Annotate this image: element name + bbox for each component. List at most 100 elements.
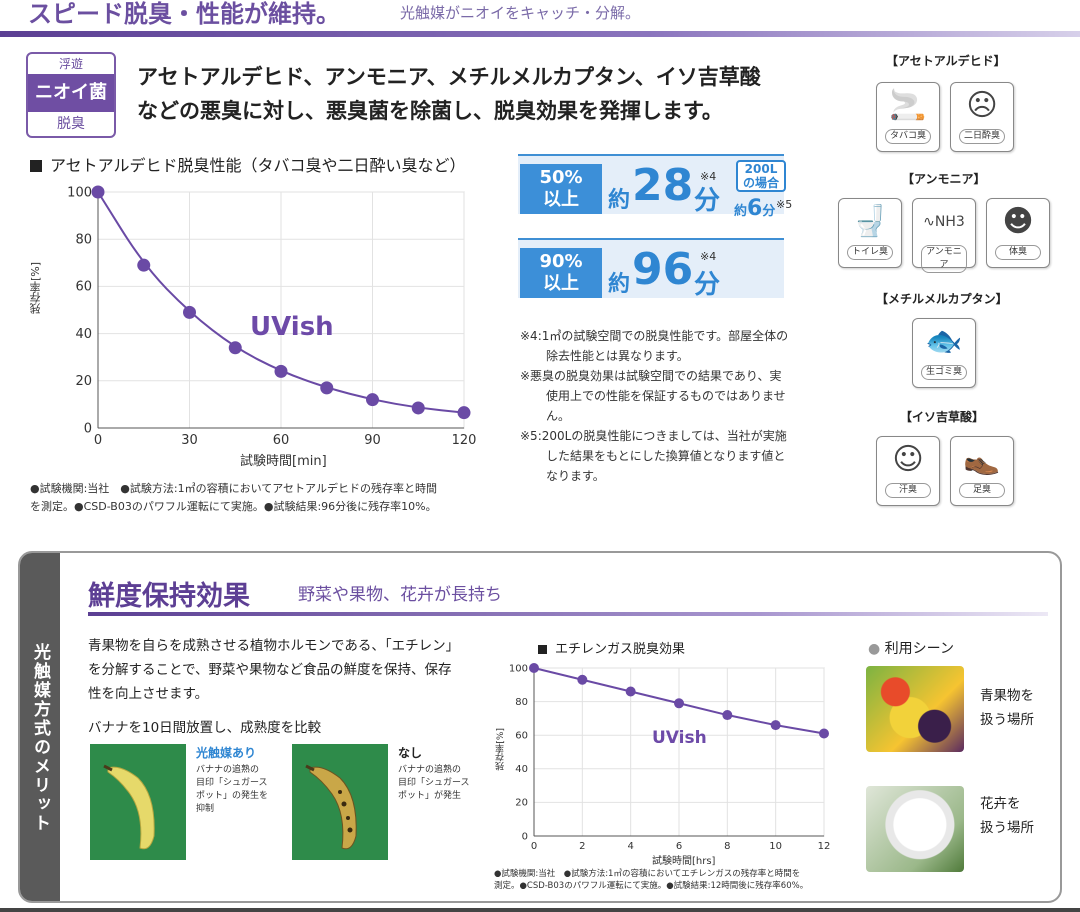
- perf-90-value: 96: [632, 244, 694, 295]
- performance-notes: ※4:1㎥の試験空間での脱臭性能です。部屋全体の除去性能とは異なります。 ※悪臭…: [520, 326, 790, 486]
- perf-200l-line2: の場合: [742, 176, 779, 190]
- note-3: ※5:200Lの脱臭性能につきましては、当社が実施した結果をもとにした換算値とな…: [520, 429, 787, 483]
- chart2-x-tick-label: 10: [769, 841, 782, 850]
- perf-200l-box: 200L の場合: [736, 160, 786, 192]
- chart2-x-tick-label: 6: [676, 841, 682, 850]
- cat-isovaleric-title: 【イソ吉草酸】: [900, 410, 985, 424]
- without-desc-3: ポット」が発生: [398, 791, 462, 801]
- chart1-ylabel-wrap: 残存率[%]: [28, 262, 44, 314]
- scene2-label: 花卉を 扱う場所: [980, 792, 1034, 840]
- scene2-line-2: 扱う場所: [980, 820, 1034, 836]
- chart1-x-tick-label: 90: [364, 433, 381, 448]
- with-desc-2: 目印「シュガース: [196, 778, 268, 788]
- chart1-data-point: [366, 393, 379, 407]
- scene2-line-1: 花卉を: [980, 796, 1021, 812]
- banana-without-photo: [292, 744, 388, 860]
- with-desc-1: バナナの追熟の: [196, 765, 260, 775]
- banana-with-photo: [90, 744, 186, 860]
- chart2-footnotes: ●試験機関:当社 ●試験方法:1㎥の容積においてエチレンガスの残存率と時間を 測…: [494, 868, 808, 892]
- cat-acetaldehyde-title: 【アセトアルデヒド】: [886, 54, 1006, 68]
- perf-200l-line1: 200L: [744, 162, 778, 176]
- chart2-heading-text: エチレンガス脱臭効果: [555, 642, 686, 657]
- chart1-data-point: [411, 401, 425, 415]
- chart1-x-tick-label: 120: [452, 433, 477, 448]
- lead-line-2: などの悪臭に対し、悪臭菌を除菌し、脱臭効果を発揮します。: [137, 99, 723, 123]
- chart2-y-tick-label: 0: [522, 831, 528, 842]
- perf-90-box: 90% 以上: [520, 248, 602, 298]
- chart1-y-tick-label: 20: [75, 374, 92, 389]
- perf-200l-unit: 分: [762, 204, 776, 219]
- perf-90-pct: 90%: [539, 251, 583, 272]
- cigarette-label: タバコ臭: [885, 129, 931, 144]
- banana-with-desc: バナナの追熟の 目印「シュガース ポット」の発生を 抑制: [196, 764, 268, 816]
- banana-without-desc: バナナの追熟の 目印「シュガース ポット」が発生: [398, 764, 470, 803]
- chart1-ylabel: 残存率[%]: [29, 262, 42, 315]
- banana-with-icon: [103, 764, 155, 850]
- perf-row-90: 90% 以上 約 96 分 ※4: [518, 238, 784, 300]
- compare-caption: バナナを10日間放置し、成熟度を比較: [88, 720, 322, 736]
- chart1-x-tick-label: 30: [181, 433, 198, 448]
- scenes-heading: ● 利用シーン: [868, 641, 954, 657]
- badge-top: 浮遊: [58, 57, 83, 71]
- chart2-watermark: UVish: [652, 728, 707, 748]
- chart2-xlabel: 試験時間[hrs]: [652, 856, 716, 867]
- cat-ammonia-title: 【アンモニア】: [902, 172, 986, 186]
- chart1-y-tick-label: 100: [67, 185, 92, 200]
- cigarette-icon: 🚬 タバコ臭: [876, 82, 940, 152]
- page-subtitle: 光触媒がニオイをキャッチ・分解。: [400, 4, 641, 22]
- odor-badge: 浮遊 ニオイ菌 脱臭: [26, 52, 116, 138]
- toilet-label: トイレ臭: [847, 245, 893, 260]
- perf-50-value: 28: [632, 160, 694, 211]
- chart1-y-tick-label: 40: [75, 327, 92, 342]
- chart2-x-tick-label: 0: [531, 841, 537, 850]
- perf-row-50: 50% 以上 約 28 分 ※4 200L の場合 約6分 ※5: [518, 154, 792, 221]
- freshness-body: 青果物を自らを成熟させる植物ホルモンである、「エチレン」 を分解することで、野菜…: [88, 634, 488, 706]
- perf-50-pct: 50%: [539, 167, 583, 188]
- chart2-y-tick-label: 80: [515, 697, 528, 708]
- chart2-x-tick-label: 2: [579, 841, 585, 850]
- shoe-label: 足臭: [959, 483, 1005, 498]
- perf-50-yaku: 約: [608, 188, 631, 213]
- section-title: 鮮度保持効果: [88, 581, 250, 612]
- toilet-icon: 🚽 トイレ臭: [838, 198, 902, 268]
- scenes-heading-text: 利用シーン: [884, 641, 954, 657]
- sweat-label: 汗臭: [885, 483, 931, 498]
- hangover-icon: ☹ 二日酔臭: [950, 82, 1014, 152]
- chart2-data-point: [529, 663, 539, 673]
- chart1-x-tick-label: 60: [273, 433, 290, 448]
- perf-50-suffix: 以上: [543, 189, 579, 210]
- nh3-icon: ∿NH3 アンモニア: [912, 198, 976, 273]
- lead-line-1: アセトアルデヒド、アンモニア、メチルメルカプタン、イソ吉草酸: [137, 65, 761, 89]
- chart2-heading: エチレンガス脱臭効果: [538, 638, 685, 657]
- chart2-y-tick-label: 20: [515, 798, 528, 809]
- body-odor-label: 体臭: [995, 245, 1041, 260]
- badge-middle: ニオイ菌: [28, 74, 114, 112]
- shoe-icon: 👞 足臭: [950, 436, 1014, 506]
- perf-50-unit: 分: [694, 186, 721, 216]
- chart1-data-point: [228, 341, 242, 355]
- header-divider: [0, 31, 1080, 37]
- flower-photo: [866, 786, 964, 872]
- nh3-formula: NH3: [934, 214, 965, 230]
- note-2: ※悪臭の脱臭効果は試験空間での結果であり、実使用上での性能を保証するものではあり…: [520, 369, 786, 423]
- sweat-icon: ☺ 汗臭: [876, 436, 940, 506]
- body-odor-icon: ☻ 体臭: [986, 198, 1050, 268]
- nh3-label: アンモニア: [921, 245, 967, 273]
- badge-bottom: 脱臭: [57, 116, 85, 132]
- produce-photo: [866, 666, 964, 752]
- chart1-series-line: [97, 191, 465, 414]
- footer-divider: [0, 908, 1080, 912]
- cat-methyl-title: 【メチルメルカプタン】: [876, 292, 1008, 306]
- chart2-data-point: [770, 720, 781, 731]
- body-line-3: 性を向上させます。: [88, 686, 209, 702]
- scene1-label: 青果物を 扱う場所: [980, 684, 1034, 732]
- perf-50-note: ※4: [700, 170, 717, 183]
- chart1-svg: 0 30 60 90 120 0 20 40 60 80 100: [67, 185, 477, 448]
- chart2-y-tick-label: 100: [509, 663, 528, 674]
- chart2-ylabel-wrap: 残存率[%]: [494, 728, 507, 771]
- chart1-heading: アセトアルデヒド脱臭性能（タバコ臭や二日酔い臭など）: [30, 152, 466, 176]
- chart1-x-tick-label: 0: [94, 433, 102, 448]
- chart2-data-point: [577, 674, 588, 685]
- chart1-footnote-1: ●試験機関:当社 ●試験方法:1㎥の容積においてアセトアルデヒドの残存率と時間: [30, 482, 437, 495]
- perf-90-suffix: 以上: [543, 273, 579, 294]
